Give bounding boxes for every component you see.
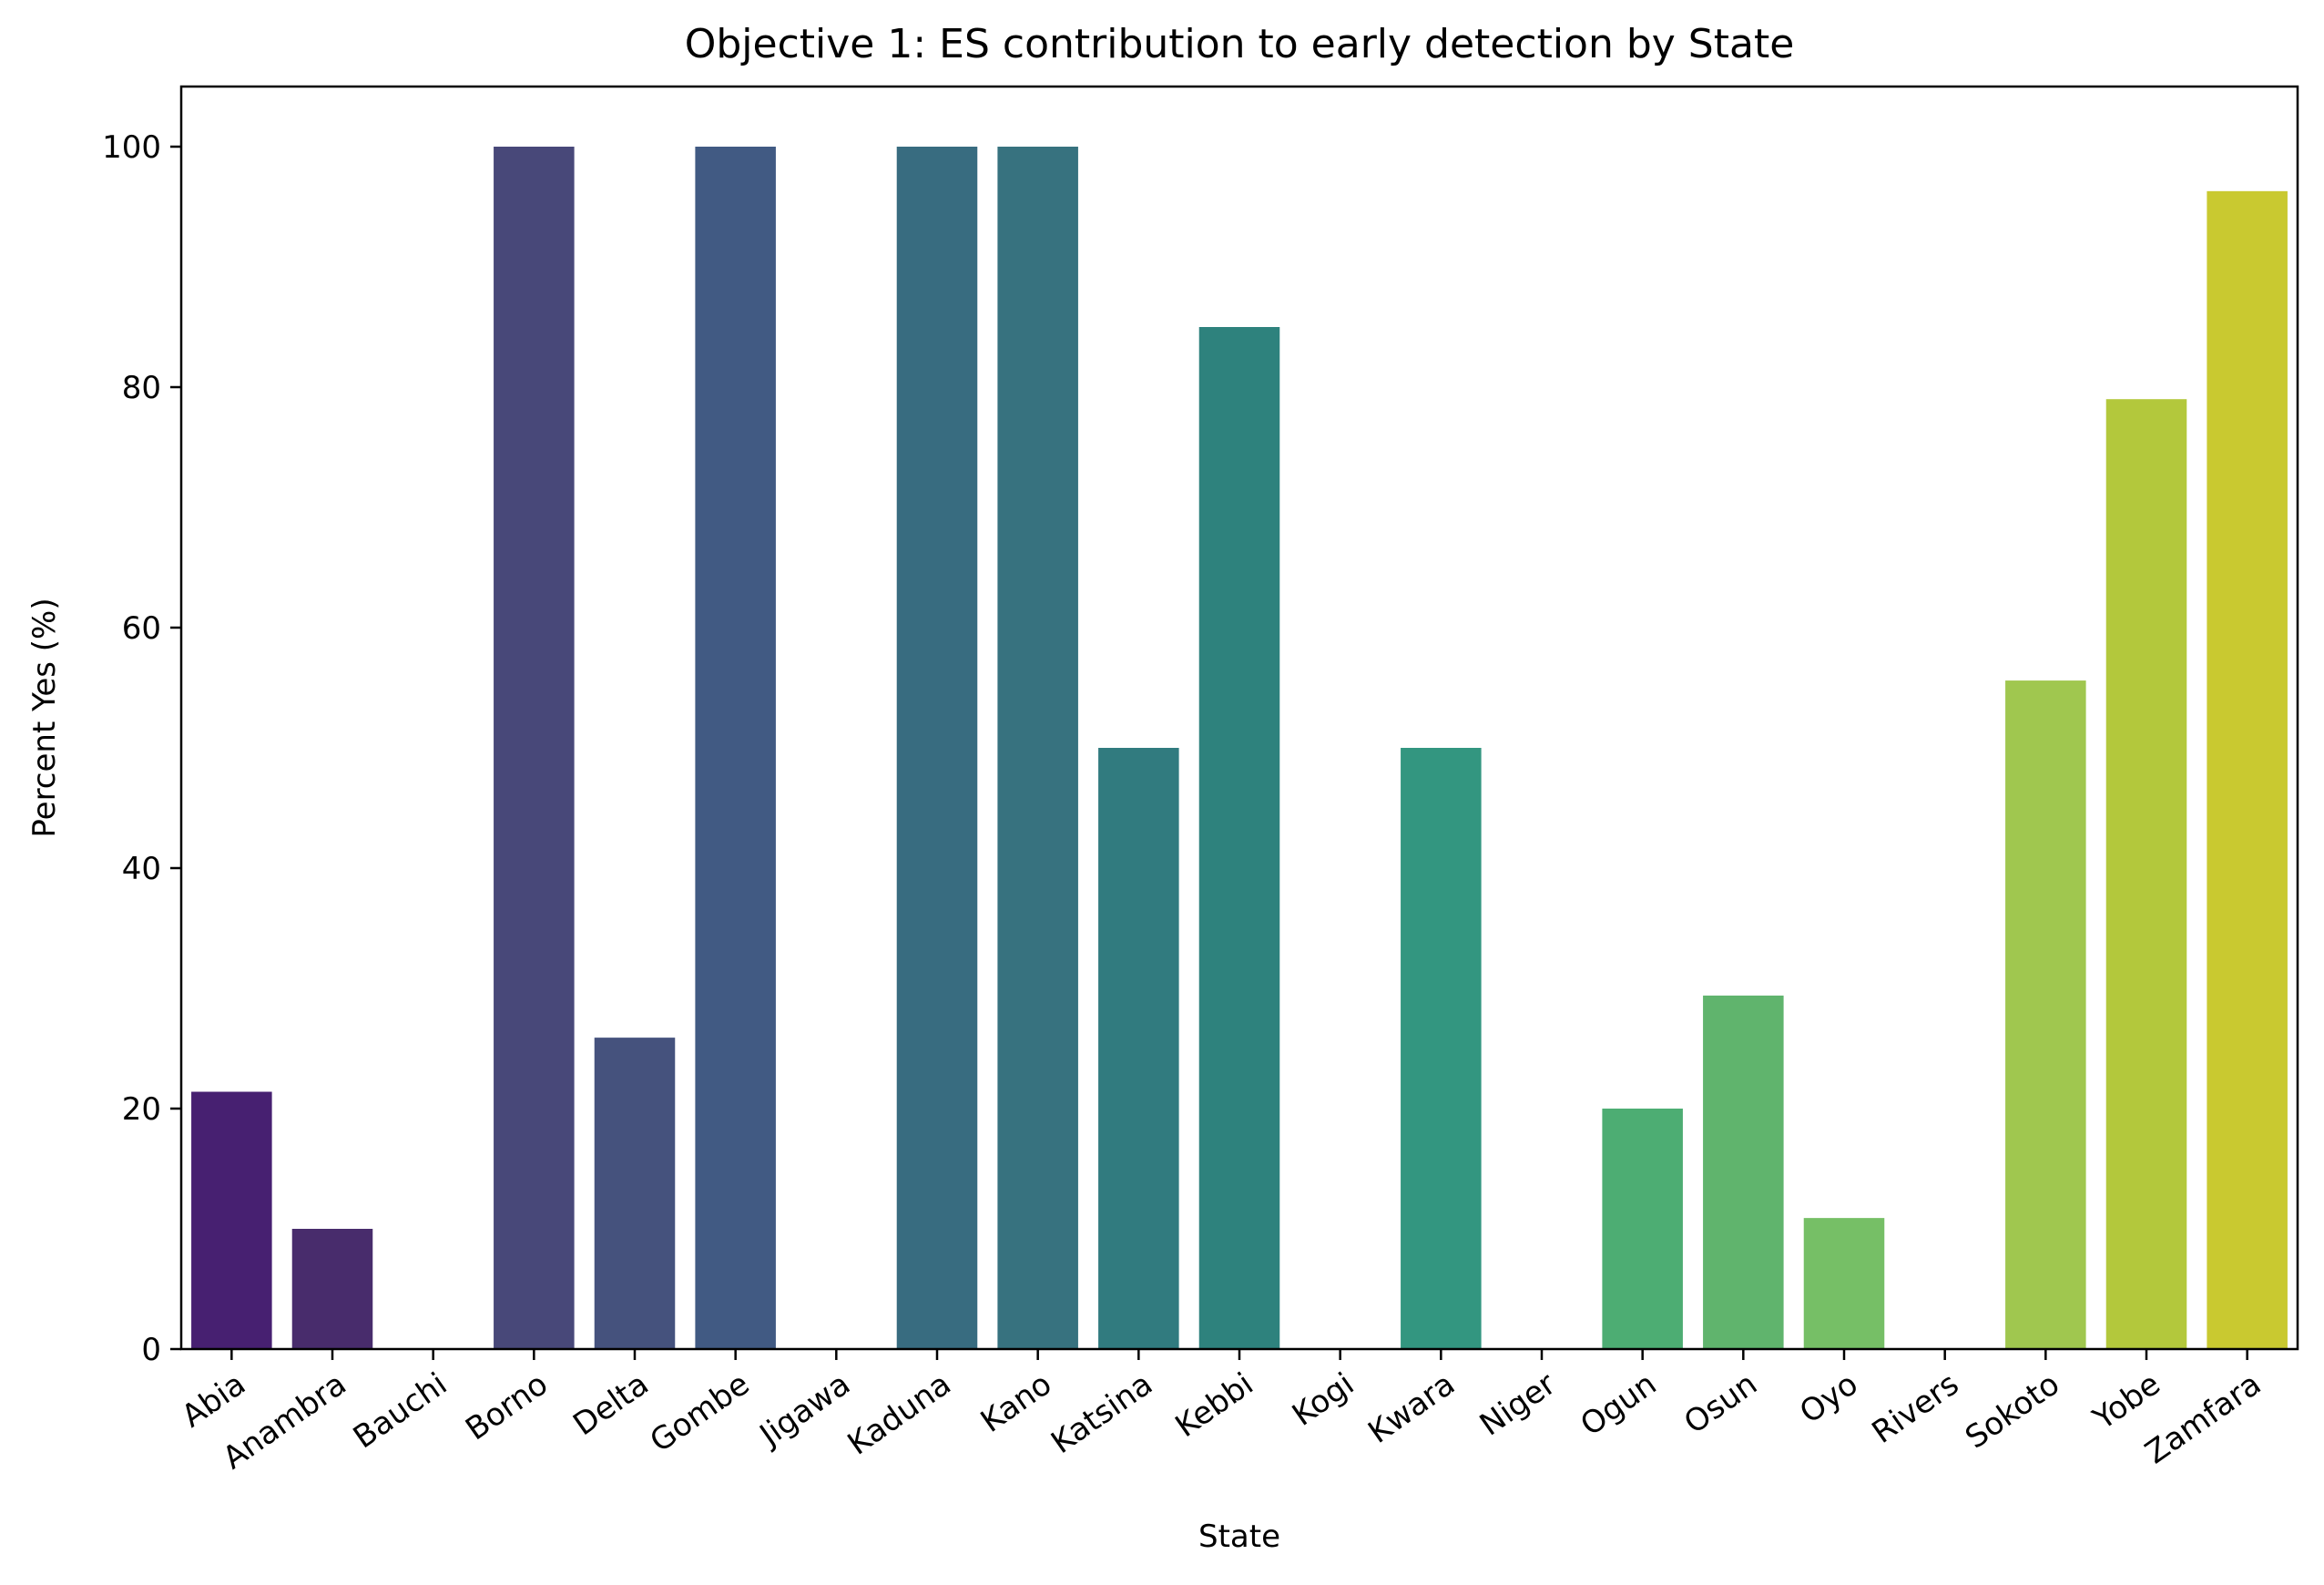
- bar-kaduna: [896, 147, 978, 1349]
- x-tick-label-niger: Niger: [1473, 1365, 1563, 1443]
- y-tick-label-80: 80: [122, 370, 161, 406]
- bar-osun: [1703, 995, 1784, 1349]
- y-tick-label-60: 60: [122, 610, 161, 647]
- x-tick-label-kaduna: Kaduna: [841, 1365, 958, 1462]
- bars-layer: [191, 147, 2288, 1350]
- x-tick-label-kwara: Kwara: [1361, 1365, 1462, 1450]
- bar-ogun: [1602, 1109, 1683, 1349]
- x-tick-label-kebbi: Kebbi: [1169, 1365, 1260, 1445]
- x-tick-label-jigawa: Jigawa: [752, 1365, 857, 1454]
- bar-zamfara: [2207, 190, 2288, 1350]
- x-tick-label-borno: Borno: [459, 1365, 555, 1447]
- y-tick-label-40: 40: [122, 851, 161, 887]
- bar-abia: [191, 1091, 272, 1349]
- y-axis-label: Percent Yes (%): [26, 598, 63, 837]
- bar-kebbi: [1198, 327, 1280, 1349]
- x-tick-label-delta: Delta: [566, 1365, 655, 1443]
- x-tick-label-gombe: Gombe: [644, 1365, 757, 1459]
- x-tick-label-kano: Kano: [974, 1365, 1058, 1439]
- x-tick-label-abia: Abia: [175, 1365, 251, 1435]
- y-tick-label-0: 0: [141, 1332, 161, 1368]
- bar-delta: [594, 1038, 676, 1349]
- x-tick-label-katsina: Katsina: [1045, 1365, 1159, 1461]
- x-tick-label-osun: Osun: [1677, 1365, 1764, 1441]
- bar-kwara: [1401, 748, 1482, 1349]
- bar-gombe: [695, 147, 776, 1349]
- x-tick-label-kogi: Kogi: [1286, 1365, 1361, 1433]
- bar-katsina: [1098, 748, 1179, 1349]
- x-tick-label-bauchi: Bauchi: [347, 1365, 454, 1456]
- bar-borno: [494, 147, 575, 1349]
- x-tick-label-oyo: Oyo: [1793, 1365, 1864, 1431]
- x-tick-label-yobe: Yobe: [2086, 1365, 2167, 1437]
- x-tick-label-zamfara: Zamfara: [2139, 1365, 2268, 1471]
- bar-sokoto: [2005, 680, 2086, 1349]
- bar-kano: [997, 147, 1078, 1349]
- y-tick-label-100: 100: [102, 129, 161, 166]
- chart-title: Objective 1: ES contribution to early de…: [685, 21, 1795, 67]
- x-tick-label-sokoto: Sokoto: [1959, 1365, 2066, 1456]
- bar-oyo: [1803, 1218, 1885, 1349]
- x-axis-label: State: [1198, 1519, 1280, 1555]
- y-axis: 0 20 40 60 80 100: [102, 129, 181, 1368]
- bar-anambra: [291, 1229, 373, 1349]
- bar-yobe: [2105, 399, 2187, 1350]
- x-tick-label-ogun: Ogun: [1574, 1365, 1663, 1443]
- x-tick-label-rivers: Rivers: [1866, 1365, 1966, 1450]
- plot-frame: [179, 85, 2299, 1351]
- y-tick-label-20: 20: [122, 1091, 161, 1128]
